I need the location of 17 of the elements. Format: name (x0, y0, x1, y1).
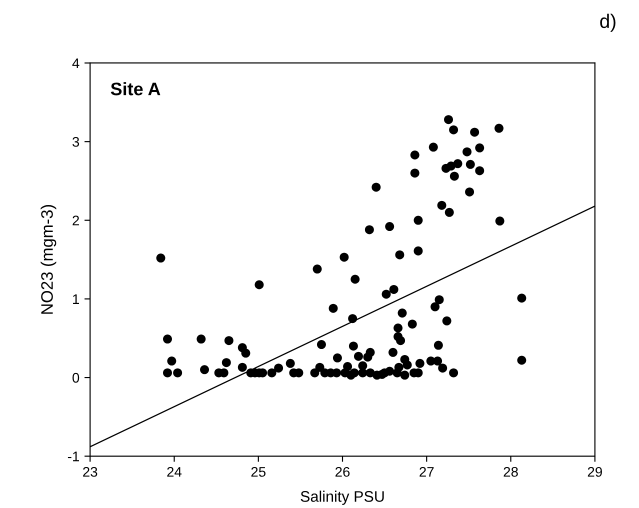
y-tick-label: 0 (72, 372, 80, 383)
y-tick-label: 2 (72, 216, 79, 226)
x-tick-label: 26 (335, 466, 350, 477)
x-tick-label: 27 (420, 466, 434, 477)
x-tick-label: 25 (251, 466, 266, 477)
y-tick-label: 1 (73, 294, 80, 304)
x-axis-title: Salinity PSU (300, 490, 384, 505)
x-tick-label: 29 (588, 466, 602, 477)
x-tick-label: 28 (504, 466, 518, 477)
x-tick-label: 23 (83, 466, 98, 477)
annotation: Site A (110, 82, 160, 96)
y-axis-title: NO23 (mgm-3) (40, 205, 56, 314)
x-tick-label: 24 (167, 466, 182, 477)
y-tick-label: 3 (72, 136, 80, 147)
text: d) (600, 14, 616, 32)
y-tick-label: -1 (68, 452, 80, 462)
y-tick-label: 4 (72, 58, 80, 68)
